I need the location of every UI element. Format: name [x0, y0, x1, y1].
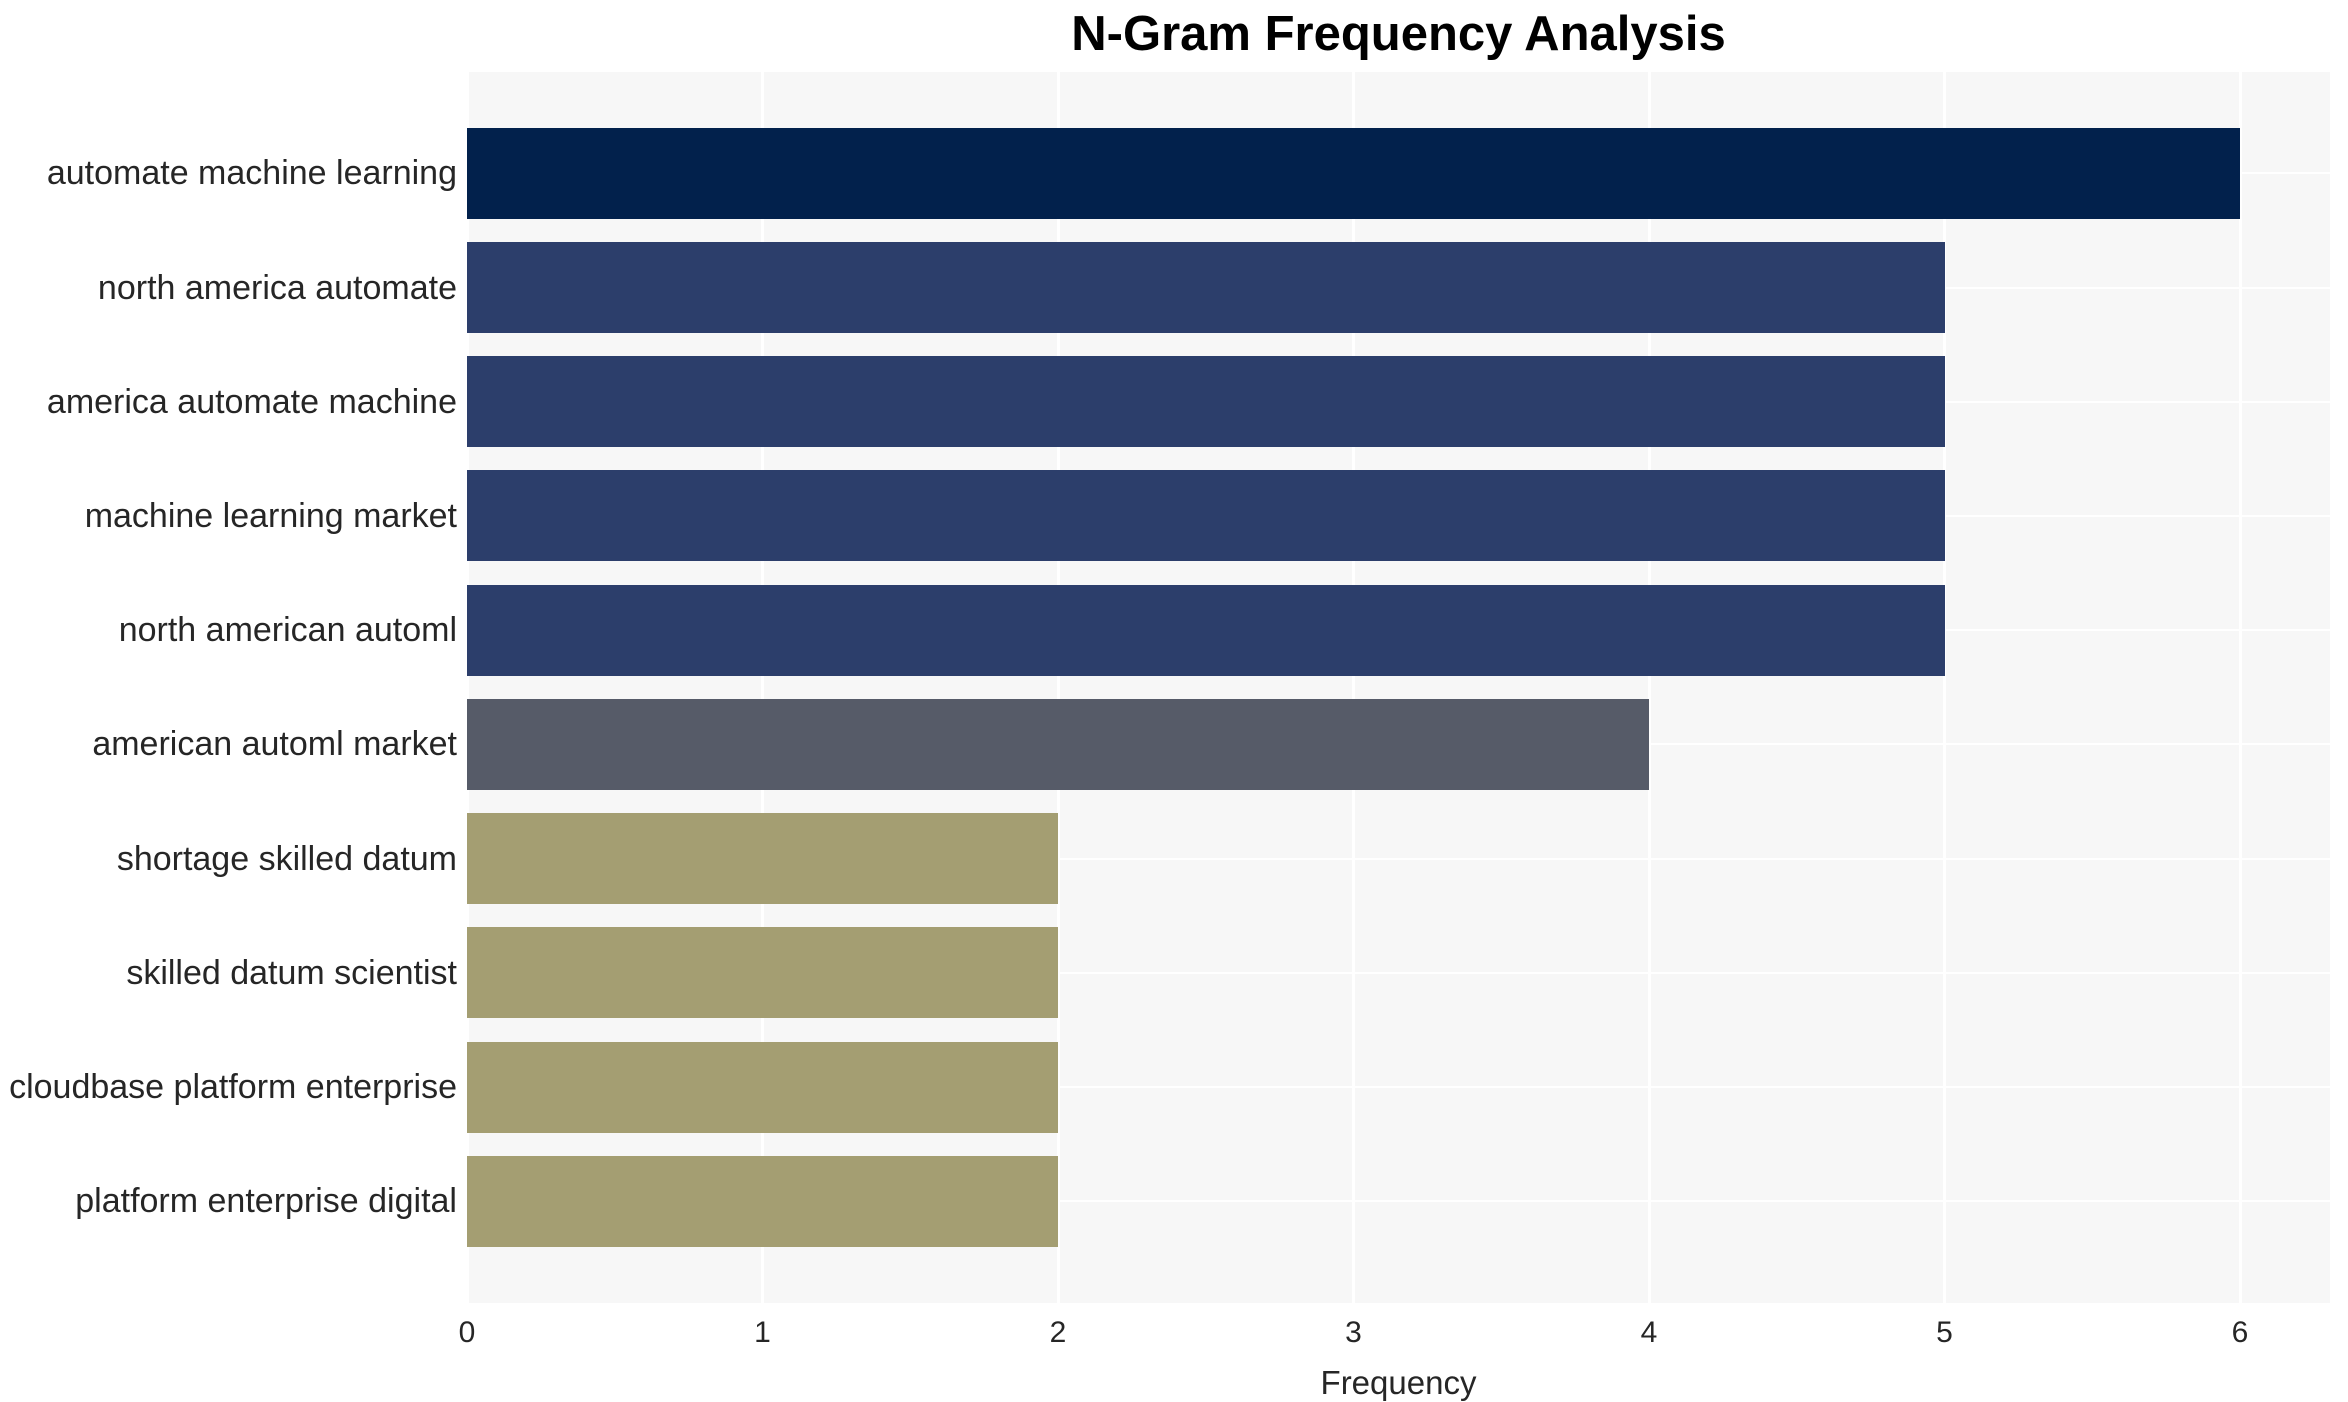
y-axis-label: automate machine learning	[46, 154, 457, 193]
horizontal-gridline	[467, 857, 2330, 860]
vertical-gridline	[1056, 72, 1060, 1303]
x-tick-label: 1	[754, 1316, 771, 1349]
horizontal-gridline	[467, 971, 2330, 974]
bar	[467, 1155, 1058, 1247]
x-tick-label: 3	[1345, 1316, 1362, 1349]
chart-title: N-Gram Frequency Analysis	[1071, 7, 1726, 61]
y-axis-label: american automl market	[92, 725, 457, 764]
y-axis-label: north america automate	[97, 268, 457, 307]
x-tick-label: 0	[458, 1316, 476, 1349]
x-tick-label: 2	[1049, 1316, 1067, 1349]
vertical-gridline	[465, 72, 469, 1303]
x-tick-label: 5	[1936, 1316, 1953, 1349]
y-axis-label: shortage skilled datum	[116, 839, 457, 878]
bar	[467, 813, 1058, 905]
x-tick-label: 6	[2231, 1316, 2249, 1349]
bar	[467, 1041, 1058, 1133]
plot-area	[465, 72, 2330, 1303]
bar	[467, 127, 2240, 219]
x-axis-title: Frequency	[1320, 1364, 1477, 1401]
y-axis-label: america automate machine	[46, 382, 457, 421]
horizontal-gridline	[467, 1200, 2330, 1203]
y-axis-label: machine learning market	[84, 496, 457, 535]
y-axis-label: skilled datum scientist	[126, 953, 457, 992]
bar	[467, 242, 1945, 334]
vertical-gridline	[1352, 72, 1355, 1303]
bar	[467, 927, 1058, 1019]
vertical-gridline	[1647, 72, 1651, 1303]
horizontal-gridline	[467, 1086, 2330, 1089]
x-tick-label: 4	[1640, 1316, 1658, 1349]
y-axis-label: north american automl	[118, 611, 457, 650]
bar	[467, 584, 1945, 676]
vertical-gridline	[1943, 72, 1946, 1303]
y-axis-label: platform enterprise digital	[75, 1182, 457, 1221]
bar	[467, 698, 1649, 790]
y-axis-label: cloudbase platform enterprise	[9, 1068, 457, 1107]
bar	[467, 356, 1945, 448]
vertical-gridline	[761, 72, 764, 1303]
bar	[467, 470, 1945, 562]
vertical-gridline	[2238, 72, 2242, 1303]
